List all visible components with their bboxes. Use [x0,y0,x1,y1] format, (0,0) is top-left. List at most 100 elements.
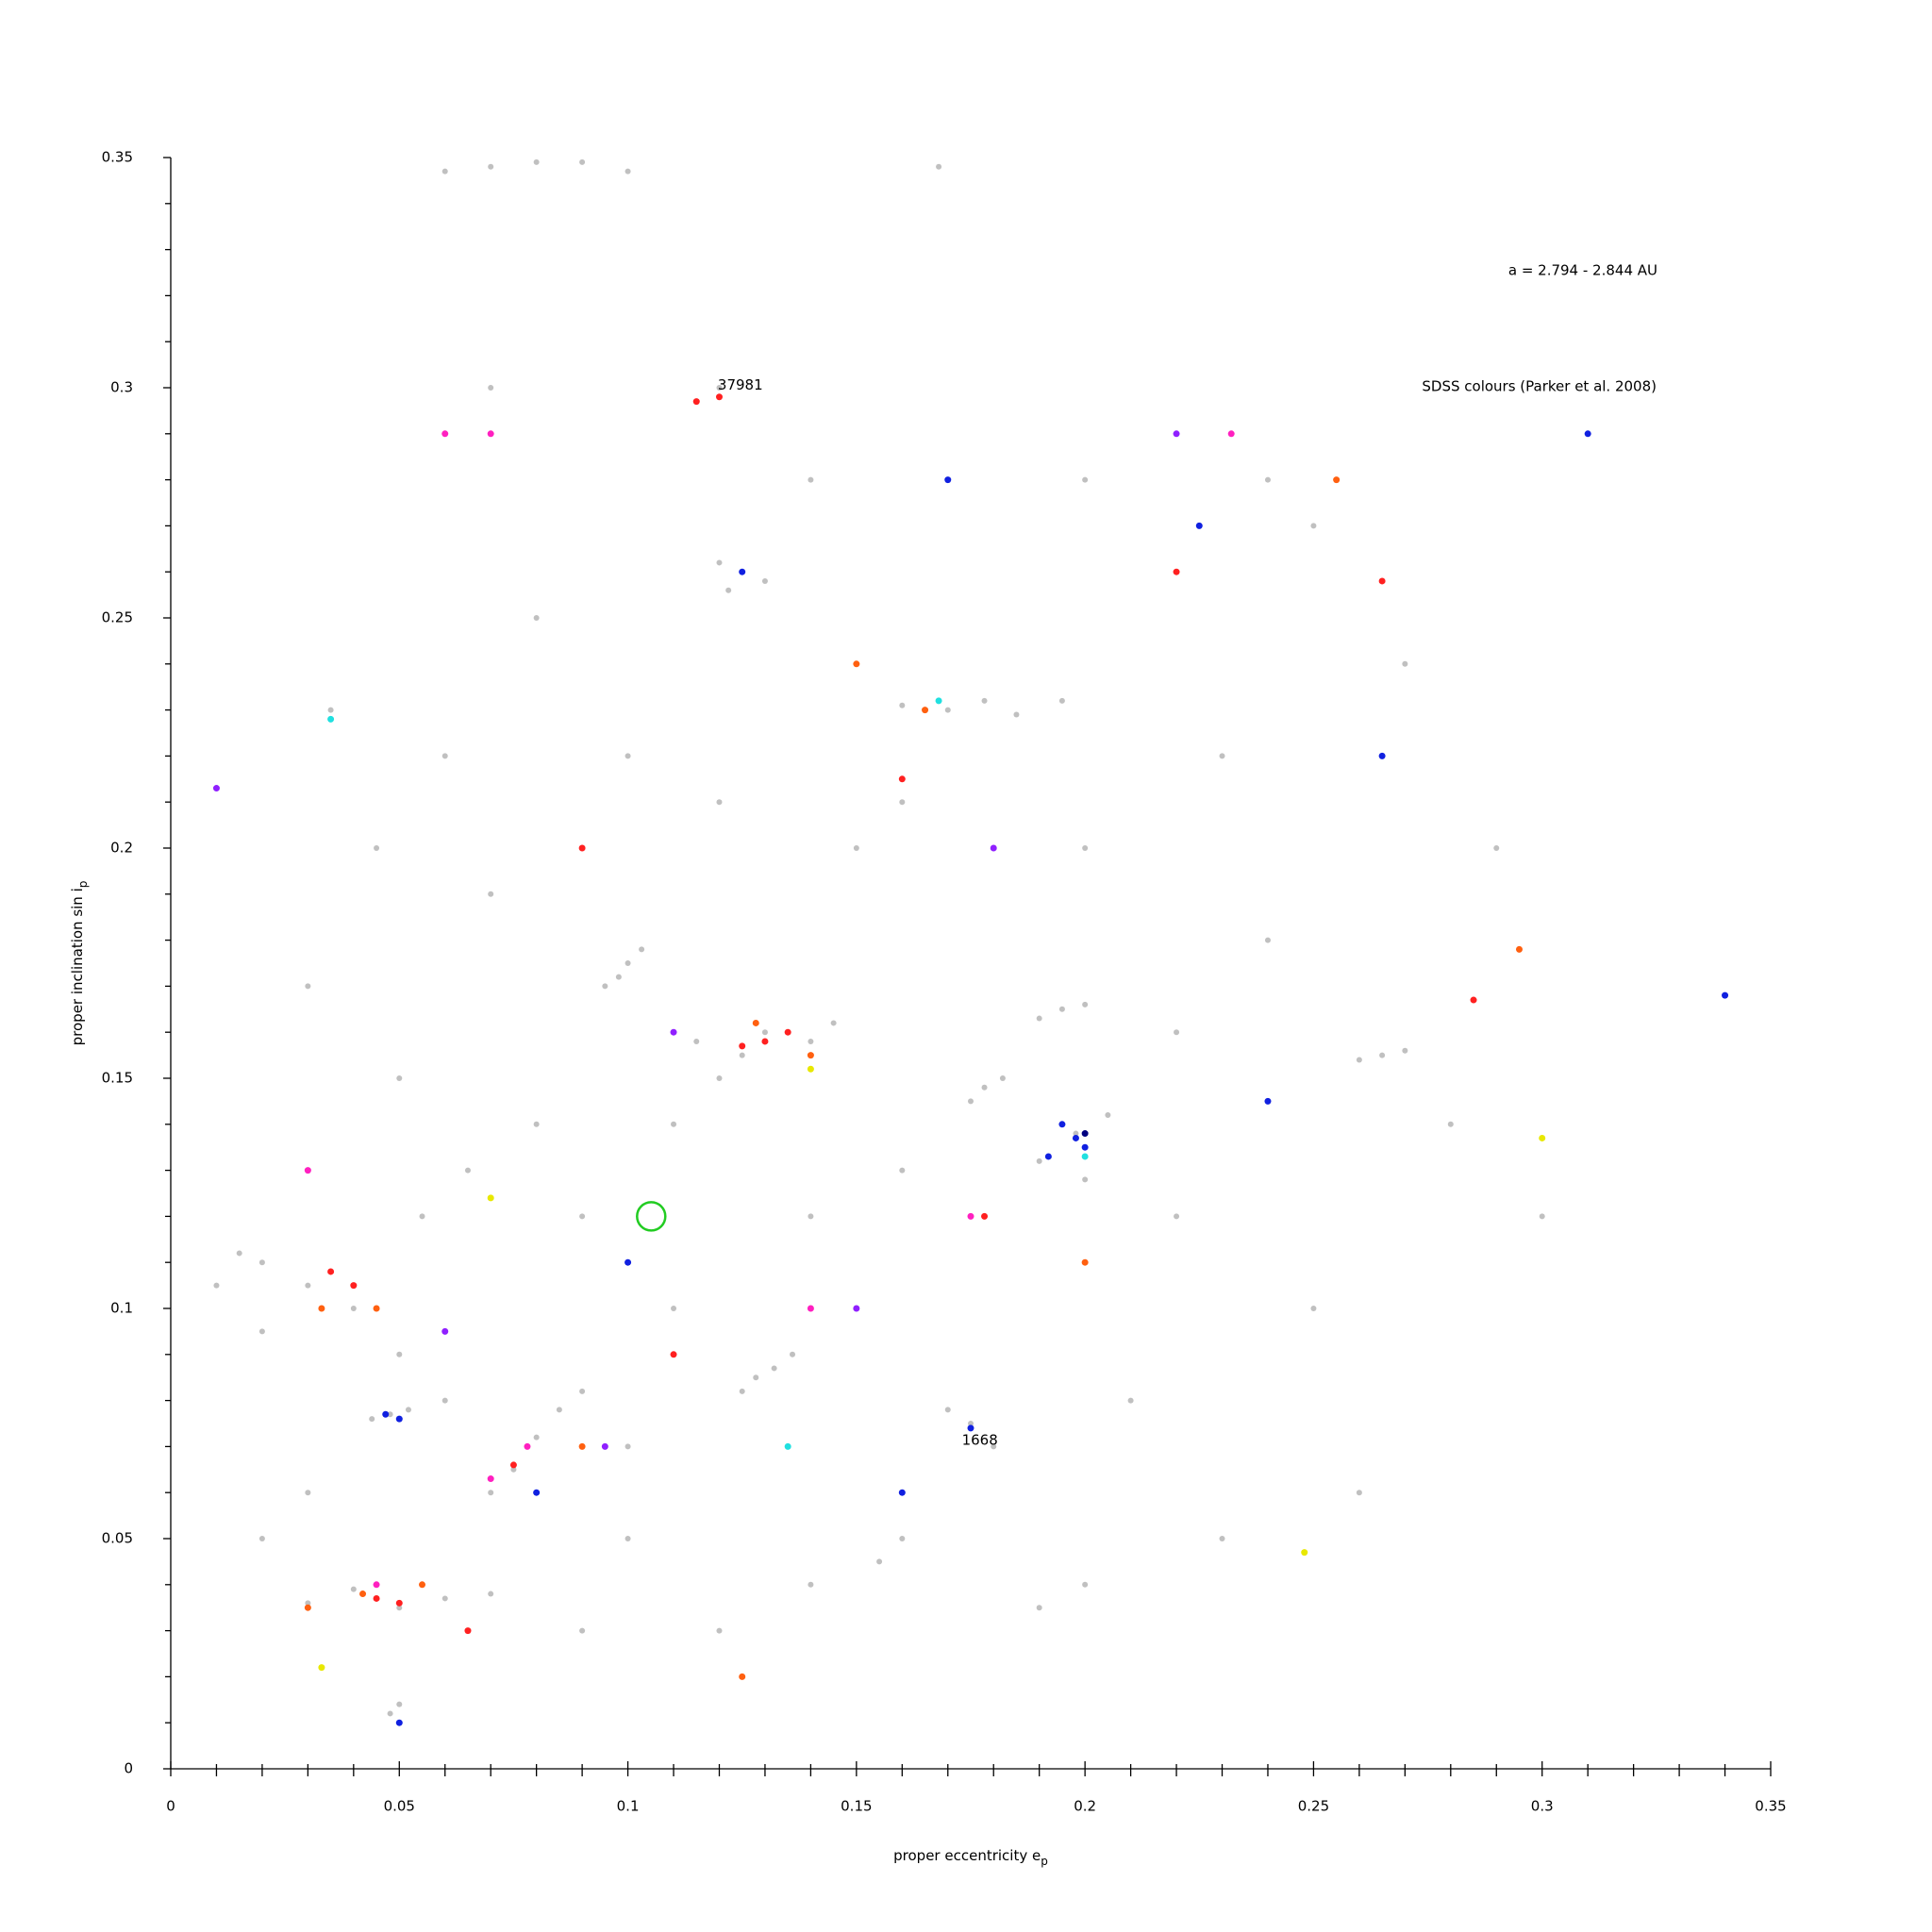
point [488,891,494,897]
annotation: 1668 [962,1432,998,1449]
point [1082,845,1089,851]
point [1333,476,1341,484]
point [405,1407,411,1413]
point [898,775,906,783]
point [1013,711,1020,718]
point [1493,845,1500,851]
point [1402,660,1408,667]
point [396,1075,403,1081]
point [1219,753,1225,759]
point [1036,1158,1042,1164]
point [1378,577,1386,585]
point [1722,991,1729,999]
point [625,960,631,966]
point [305,983,311,990]
point [968,1098,974,1105]
point [1173,430,1180,438]
x-tick-label: 0.25 [1298,1798,1329,1815]
point [739,1673,746,1680]
point [1174,1213,1180,1220]
point [716,1627,723,1634]
point [1378,752,1386,759]
point [1081,1153,1089,1160]
point [1310,523,1317,529]
point [670,1351,677,1358]
point [212,785,220,792]
point [1082,1001,1089,1008]
point [396,1605,403,1611]
x-axis-title: proper eccentricity ep [893,1847,1048,1868]
point [853,660,860,668]
point [369,1416,375,1423]
point [556,1407,562,1413]
point [1081,1143,1089,1151]
y-tick-label: 0.05 [102,1530,133,1547]
point [258,1536,265,1541]
y-axis-title-sub: p [76,881,90,889]
point [807,1305,814,1312]
point [305,1490,311,1496]
point [304,1167,311,1174]
x-tick-label: 0.35 [1755,1798,1786,1815]
point [967,1424,974,1432]
point [579,1627,586,1634]
point [327,707,334,713]
point [761,577,768,584]
point [318,1664,325,1672]
point [715,393,723,401]
point [922,707,929,714]
point [853,845,859,851]
point [509,1461,517,1469]
point [899,1167,906,1174]
point [1227,430,1235,438]
point [1072,1134,1079,1141]
point [936,163,942,170]
point [761,1038,769,1045]
point [808,476,814,483]
point [1515,945,1523,953]
point [739,1042,746,1050]
x-tick-label: 0.15 [841,1798,872,1815]
point [784,1442,791,1450]
point [808,1213,814,1220]
point [967,1212,974,1220]
point [1081,1130,1089,1138]
x-tick-label: 0.2 [1074,1798,1096,1815]
point [990,844,997,852]
highlight-circle [636,1201,667,1232]
point [991,1443,997,1450]
point [716,799,723,806]
point [382,1410,390,1418]
point [1402,1047,1408,1054]
point [350,1306,357,1311]
point [236,1250,242,1257]
point [1356,1057,1362,1063]
point [373,1305,380,1312]
point [716,1075,723,1081]
point [968,1421,974,1426]
point [327,715,335,723]
point [1082,1581,1089,1588]
x-tick-label: 0.3 [1531,1798,1554,1815]
point [213,1282,220,1289]
x-axis-title-sub: p [1041,1855,1048,1868]
point [625,1443,631,1450]
point [1264,476,1271,483]
y-tick-label: 0.15 [102,1070,133,1087]
point [533,615,540,621]
point [671,1121,677,1127]
point [716,385,723,391]
point [533,158,540,165]
annotation: 37981 [718,376,763,393]
point [981,1084,988,1091]
point [350,1282,358,1290]
point [1264,1097,1272,1105]
point [487,1475,494,1483]
y-tick-label: 0.1 [110,1300,133,1317]
point [1127,1397,1134,1404]
point [944,476,952,484]
point [395,1415,403,1423]
point [579,1213,586,1220]
point [807,1065,814,1073]
